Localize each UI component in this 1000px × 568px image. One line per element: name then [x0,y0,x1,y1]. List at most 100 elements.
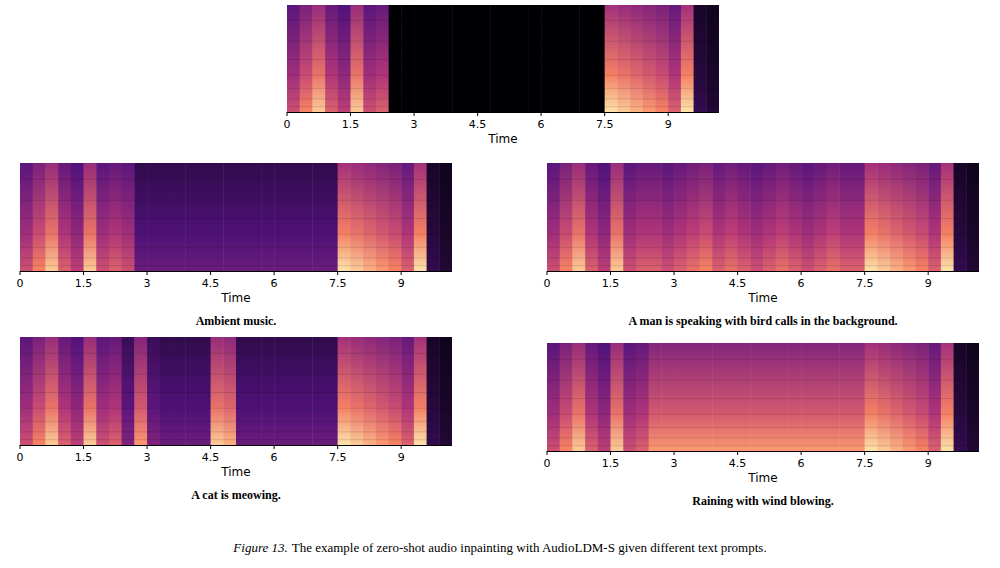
x-axis [20,271,452,272]
axis-title: Time [220,291,250,305]
tick-label: 4.5 [469,118,487,131]
tick [801,271,802,275]
time-bin [528,5,541,112]
time-bin [363,5,376,112]
texture [547,398,979,399]
tick [604,112,605,116]
axis-title: Time [487,132,517,146]
tick [674,451,675,455]
time-bin [567,5,580,112]
tick [610,271,611,275]
time-bin [630,5,643,112]
time-bin [338,5,351,112]
tick-label: 9 [398,277,405,290]
panel: 01.534.567.59TimeA man is speaking with … [544,156,980,328]
texture [287,41,719,42]
time-bin [694,5,707,112]
tick [20,445,21,449]
tick [337,271,338,275]
tick-label: 9 [925,277,932,290]
texture [20,234,452,235]
x-axis [547,451,979,452]
spectrogram [547,163,979,271]
axis-title: Time [220,465,250,479]
time-bin [592,5,605,112]
tick-label: 7.5 [856,277,874,290]
texture [547,445,979,446]
texture [20,257,452,258]
tick [610,451,611,455]
tick-label: 6 [798,277,805,290]
tick-label: 4.5 [202,451,220,464]
tick-label: 1.5 [75,451,93,464]
tick-label: 6 [271,451,278,464]
time-bin [605,5,618,112]
spectrogram [20,337,452,445]
texture [20,421,452,422]
tick-label: 0 [544,277,551,290]
caption-label: Figure 13. [232,540,287,555]
texture [20,353,452,354]
texture [20,439,452,440]
texture [547,414,979,415]
texture [20,179,452,180]
time-bin [351,5,364,112]
time-bin [325,5,338,112]
spectrogram [547,343,979,451]
texture [20,265,452,266]
texture [547,359,979,360]
figure: 01.534.567.59Time01.534.567.59TimeAmbien… [0,0,1000,568]
tick [547,271,548,275]
panel-caption: Raining with wind blowing. [692,494,833,508]
tick [401,271,402,275]
tick-label: 9 [398,451,405,464]
tick [147,445,148,449]
tick-label: 9 [925,457,932,470]
panel-caption: Ambient music. [196,314,277,328]
time-bin [287,5,300,112]
tick [83,445,84,449]
time-bin [376,5,389,112]
panel: 01.534.567.59TimeRaining with wind blowi… [544,336,980,508]
tick [83,271,84,275]
tick-label: 1.5 [602,277,620,290]
tick-label: 0 [17,451,24,464]
tick-label: 6 [538,118,545,131]
tick-label: 3 [144,451,151,464]
tick-label: 0 [284,118,291,131]
tick [547,451,548,455]
time-bin [427,5,440,112]
texture [287,98,719,99]
time-bin [452,5,465,112]
tick [737,451,738,455]
spectrogram [20,163,452,271]
time-bin [478,5,491,112]
tick [737,271,738,275]
time-bin [439,5,452,112]
tick [928,271,929,275]
time-bin [706,5,719,112]
tick-label: 4.5 [729,457,747,470]
texture [547,437,979,438]
tick [210,445,211,449]
tick-label: 6 [271,277,278,290]
time-bin [617,5,630,112]
axis-title: Time [747,471,777,485]
texture [287,106,719,107]
x-axis [287,112,719,113]
tick [337,445,338,449]
tick [864,271,865,275]
tick [801,451,802,455]
time-bin [389,5,402,112]
panel: 01.534.567.59Time [284,0,720,146]
panel-caption: A man is speaking with bird calls in the… [628,314,897,328]
time-bin [490,5,503,112]
tick-label: 1.5 [342,118,360,131]
time-bin [503,5,516,112]
texture [547,179,979,180]
texture [20,392,452,393]
panel: 01.534.567.59TimeAmbient music. [17,156,453,328]
x-axis [20,445,452,446]
figure-caption: Figure 13.The example of zero-shot audio… [232,540,766,555]
tick [674,271,675,275]
